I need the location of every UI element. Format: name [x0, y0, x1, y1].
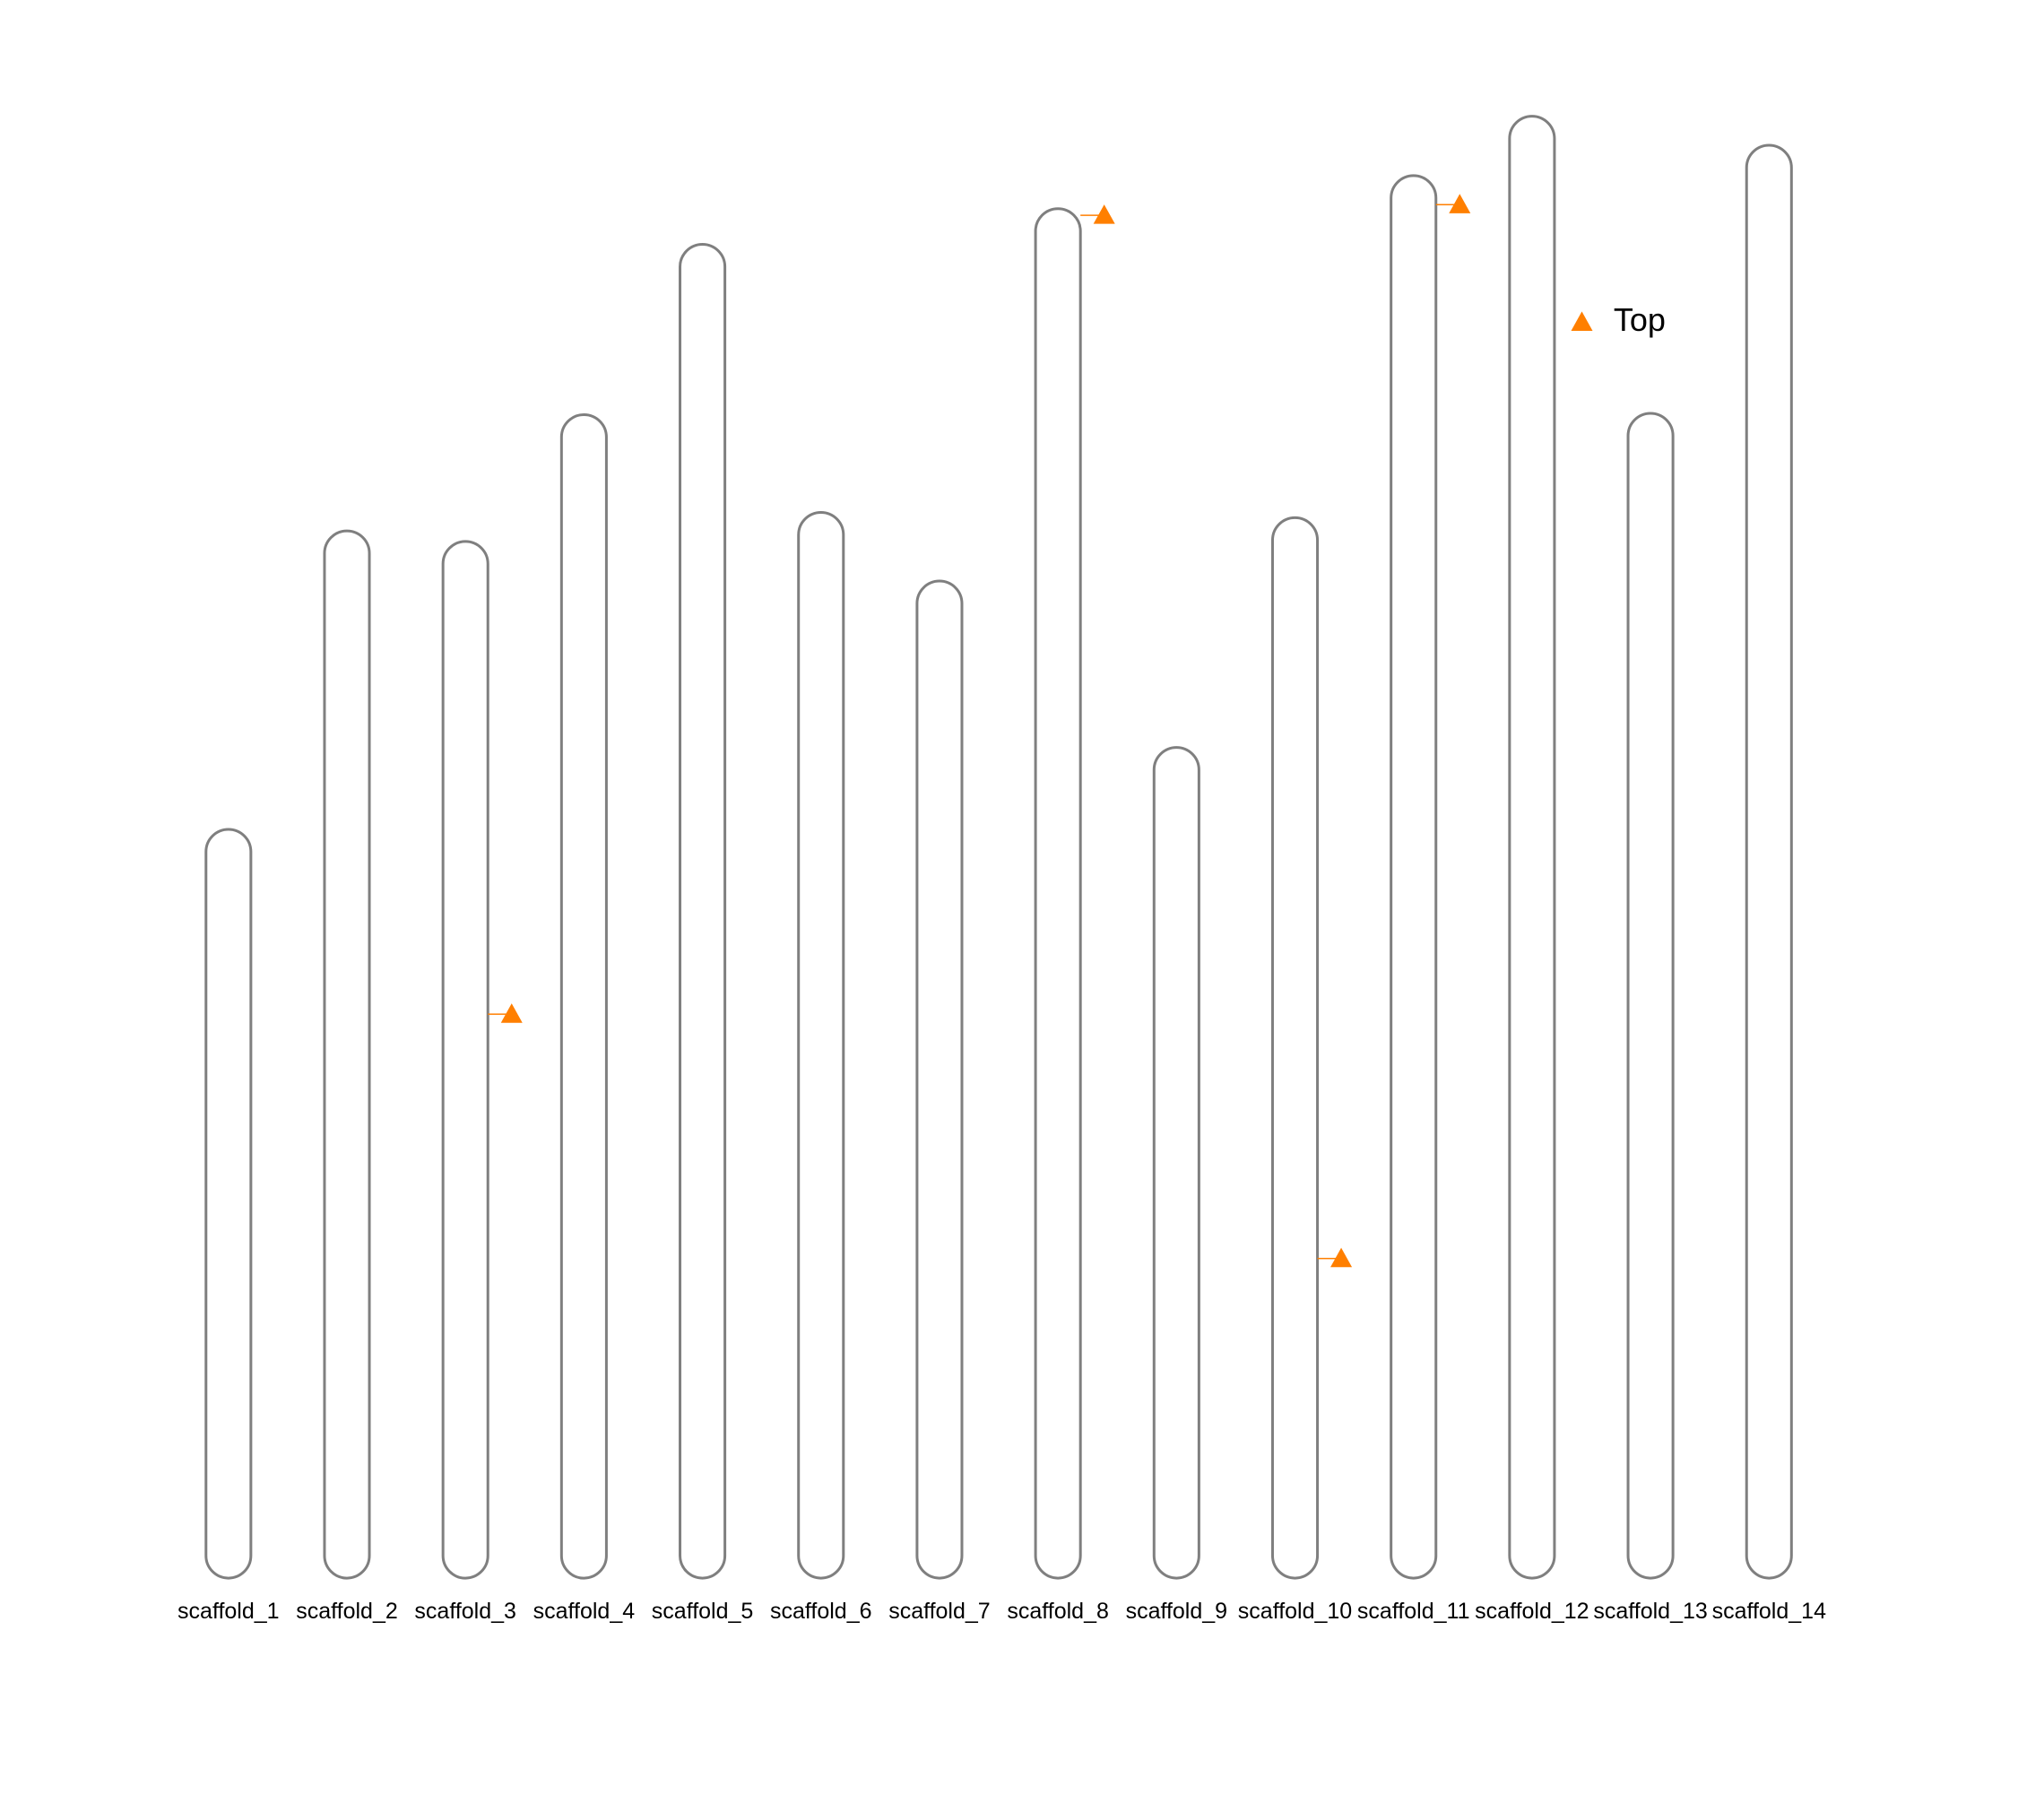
x-tick-label: scaffold_4: [533, 1599, 636, 1624]
legend-label: Top: [1614, 301, 1666, 338]
x-tick-label: scaffold_7: [888, 1599, 991, 1624]
chromosome: [441, 540, 489, 1580]
x-tick-label: scaffold_6: [770, 1599, 872, 1624]
x-tick-label: scaffold_1: [178, 1599, 280, 1624]
chromosome: [1626, 412, 1675, 1580]
chromosome: [915, 579, 964, 1580]
chromosome: [1270, 516, 1320, 1580]
chromosome: [204, 828, 253, 1580]
x-tick-label: scaffold_10: [1238, 1599, 1352, 1624]
marker: [500, 1003, 523, 1023]
chromosome: [323, 529, 371, 1580]
chromosome: [1508, 115, 1556, 1580]
chromosome: [1034, 207, 1082, 1580]
x-tick-label: scaffold_3: [414, 1599, 516, 1624]
chromosome: [1390, 174, 1438, 1580]
x-tick-label: scaffold_13: [1593, 1599, 1707, 1624]
x-tick-label: scaffold_5: [652, 1599, 754, 1624]
chromosome: [1152, 746, 1200, 1580]
legend-symbol: [1571, 311, 1593, 331]
chromosome: [797, 510, 845, 1580]
chromosome: [679, 242, 727, 1580]
x-tick-label: scaffold_2: [296, 1599, 398, 1624]
marker: [1330, 1247, 1353, 1268]
chromosome: [1745, 143, 1793, 1580]
marker: [1093, 204, 1115, 224]
x-tick-label: scaffold_8: [1007, 1599, 1109, 1624]
x-tick-label: scaffold_14: [1712, 1599, 1827, 1624]
x-tick-label: scaffold_12: [1475, 1599, 1589, 1624]
marker: [1449, 194, 1471, 213]
x-tick-label: scaffold_9: [1126, 1599, 1228, 1624]
x-tick-label: scaffold_11: [1357, 1599, 1470, 1624]
chromosome: [559, 412, 608, 1580]
